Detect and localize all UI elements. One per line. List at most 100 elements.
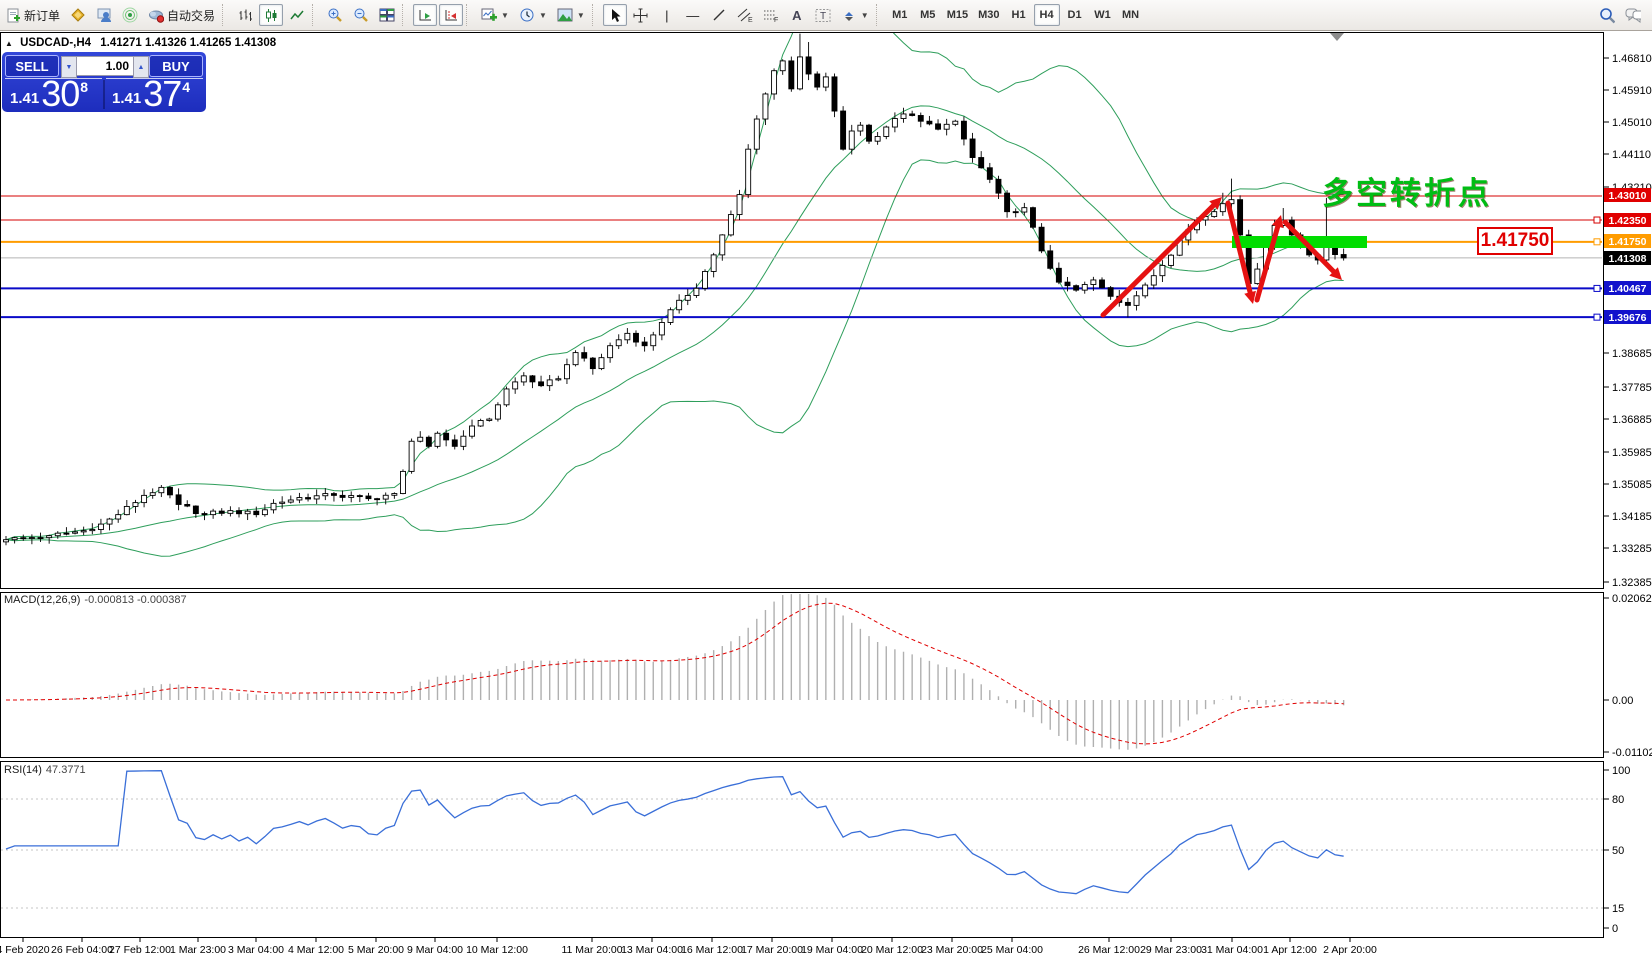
timeframe-button-M15[interactable]: M15	[943, 4, 972, 26]
green-highlight-bar[interactable]	[1232, 236, 1367, 248]
sell-button[interactable]: SELL	[5, 55, 59, 77]
timeframe-button-H4[interactable]: H4	[1033, 4, 1060, 26]
candle-body	[3, 539, 9, 543]
horizontal-line-button[interactable]: —	[681, 4, 705, 26]
cursor-button[interactable]	[602, 4, 627, 26]
toolbar-separator	[312, 4, 320, 26]
candle-body	[1219, 203, 1226, 213]
candle-body	[874, 136, 881, 142]
line-chart-button[interactable]	[285, 4, 309, 26]
red-trend-arrows[interactable]	[1100, 197, 1342, 318]
candlestick-icon	[263, 7, 279, 23]
price-tick-label: 1.45910	[1612, 85, 1652, 97]
channel-button[interactable]: E	[733, 4, 757, 26]
volume-decrease-button[interactable]: ▼	[61, 56, 77, 78]
macd-signal-line	[5, 602, 1344, 745]
price-tag-text: 1.41750	[1609, 236, 1647, 248]
broadcast-icon	[122, 7, 138, 23]
candle-body	[503, 388, 510, 406]
autotrading-button[interactable]: 自动交易	[144, 4, 219, 26]
level-endpoint-marker[interactable]	[1593, 238, 1601, 246]
price-tick-label: 1.34185	[1612, 511, 1652, 523]
level-endpoint-marker[interactable]	[1593, 284, 1601, 292]
buy-price[interactable]: 1.41 37 4	[112, 76, 190, 112]
new-chart-button[interactable]: ▼	[477, 4, 513, 26]
auto-scroll-button[interactable]	[413, 4, 438, 26]
signals-button[interactable]	[118, 4, 142, 26]
candle-body	[710, 254, 717, 272]
accounts-button[interactable]	[92, 4, 116, 26]
price-callout-label[interactable]: 1.41750	[1477, 227, 1553, 255]
zoom-in-button[interactable]	[323, 4, 347, 26]
arrows-button[interactable]: ▼	[837, 4, 873, 26]
candle-body	[296, 497, 303, 501]
svg-text:T: T	[820, 11, 826, 22]
timeframe-button-D1[interactable]: D1	[1062, 4, 1088, 26]
candle-body	[840, 110, 847, 150]
time-tick-label: 2 Apr 20:00	[1323, 944, 1377, 956]
price-tick-label: 1.38685	[1612, 348, 1652, 360]
search-button[interactable]	[1595, 4, 1619, 26]
time-tick-label: 16 Mar 12:00	[681, 944, 743, 956]
chart-shift-marker[interactable]	[1330, 33, 1344, 41]
candle-body	[279, 501, 286, 504]
candle-body	[1159, 264, 1166, 277]
candle-body	[184, 504, 191, 507]
sell-price[interactable]: 1.41 30 8	[10, 76, 88, 112]
candle-body	[72, 531, 78, 534]
turning-point-annotation[interactable]: 多空转折点	[1322, 176, 1492, 211]
candle-body	[969, 138, 976, 158]
timeframe-button-M1[interactable]: M1	[887, 4, 913, 26]
candle-body	[771, 70, 778, 95]
timeframe-button-M30[interactable]: M30	[974, 4, 1003, 26]
price-tag-1.41750	[1604, 234, 1651, 248]
candle-body	[477, 420, 484, 427]
arrow-head	[1329, 267, 1342, 280]
timeframe-button-M5[interactable]: M5	[915, 4, 941, 26]
dropdown-arrow-icon: ▼	[538, 10, 547, 20]
macd-pane[interactable]	[0, 592, 1604, 758]
text-label-button[interactable]: T	[811, 4, 835, 26]
main-plot-layer	[1, 33, 1602, 557]
time-tick-label: 17 Mar 20:00	[741, 944, 803, 956]
candle-body	[201, 513, 208, 516]
volume-increase-button[interactable]: ▲	[133, 56, 149, 78]
candle-body	[1073, 285, 1080, 291]
text-button[interactable]: A	[785, 4, 809, 26]
macd-indicator-label: MACD(12,26,9) -0.000813 -0.000387	[4, 594, 187, 606]
timeframe-button-MN[interactable]: MN	[1118, 4, 1144, 26]
candle-body	[417, 436, 424, 442]
new-order-button[interactable]: 新订单	[1, 4, 64, 26]
line-chart-icon	[289, 7, 305, 23]
candle-body	[261, 509, 268, 516]
candlestick-button[interactable]	[259, 4, 284, 26]
vertical-line-button[interactable]: |	[655, 4, 679, 26]
profiles-button[interactable]: ▼	[515, 4, 551, 26]
level-endpoint-marker[interactable]	[1593, 216, 1601, 224]
candle-body	[624, 332, 631, 341]
main-pane[interactable]	[0, 32, 1604, 589]
level-endpoint-marker[interactable]	[1593, 313, 1601, 321]
macd-values: -0.000813 -0.000387	[84, 594, 187, 606]
time-tick-label: 1 Mar 23:00	[170, 944, 226, 956]
bar-chart-button[interactable]	[233, 4, 257, 26]
buy-price-small: 1.41	[112, 90, 142, 107]
chat-button[interactable]	[1621, 4, 1645, 26]
fibonacci-button[interactable]: F	[759, 4, 783, 26]
timeframe-button-H1[interactable]: H1	[1006, 4, 1032, 26]
chart-shift-button[interactable]	[439, 4, 464, 26]
trendline-button[interactable]	[707, 4, 731, 26]
autotrading-icon	[148, 7, 165, 23]
buy-button[interactable]: BUY	[149, 55, 203, 77]
zoom-out-button[interactable]	[349, 4, 373, 26]
candle-body	[80, 530, 87, 533]
quotes-button[interactable]	[66, 4, 90, 26]
macd-plot-layer	[5, 594, 1345, 750]
volume-input[interactable]: 1.00	[77, 56, 133, 76]
tile-windows-button[interactable]	[375, 4, 399, 26]
templates-button[interactable]: ▼	[553, 4, 589, 26]
new-chart-icon	[481, 7, 498, 23]
crosshair-button[interactable]	[629, 4, 653, 26]
timeframe-button-W1[interactable]: W1	[1090, 4, 1116, 26]
